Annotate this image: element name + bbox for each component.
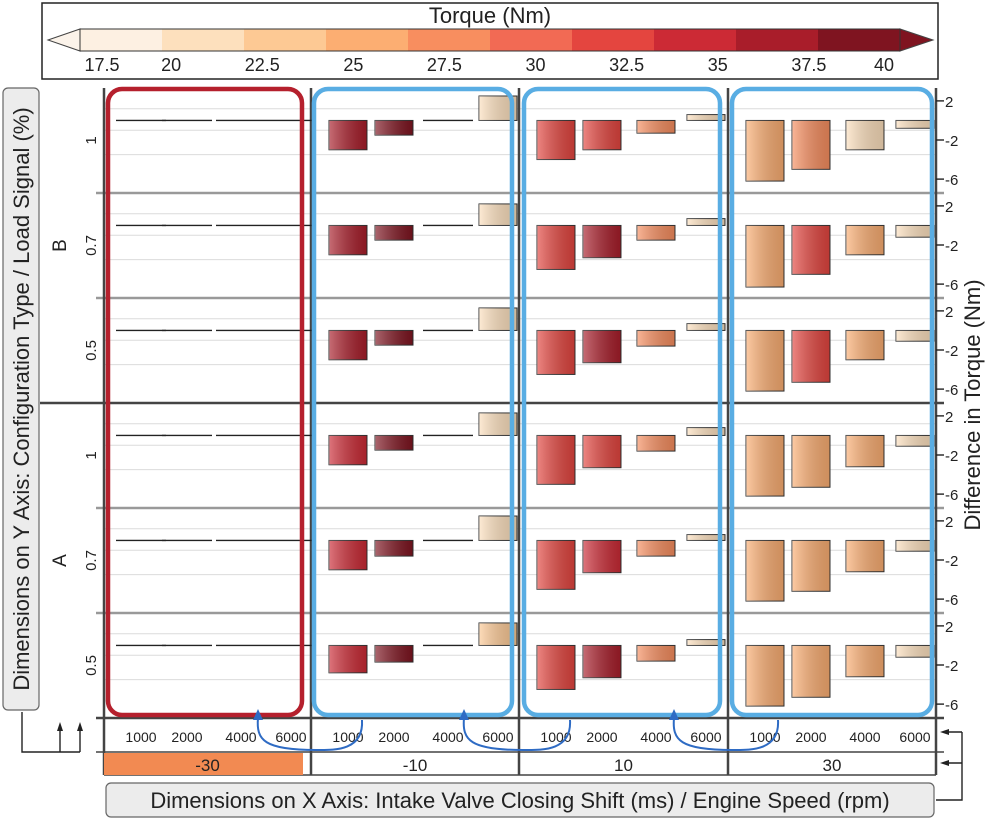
speed-tick-label: 4000 [849, 729, 880, 745]
config-label: B [50, 239, 71, 252]
right-axis-tick-label: -2 [945, 133, 958, 150]
group-frame [105, 86, 305, 718]
right-axis-tick-label: -2 [945, 553, 958, 570]
legend-bin [326, 29, 409, 51]
legend-tick-label: 37.5 [791, 55, 826, 75]
speed-tick-label: 4000 [225, 729, 256, 745]
speed-tick-label: 6000 [899, 729, 930, 745]
transition-arrow [672, 717, 780, 752]
transition-arrows [253, 709, 780, 752]
right-axis-tick-label: -6 [945, 382, 958, 399]
right-axis-tick-label: -2 [945, 238, 958, 255]
legend-bin [80, 29, 163, 51]
ivc-shift-label: 30 [823, 756, 842, 775]
x-axis-label: Dimensions on X Axis: Intake Valve Closi… [150, 788, 889, 813]
right-axis: 2 -2 -6 2 -2 -6 2 -2 -6 2 -2 -6 2 -2 -6 2 -2 -6 [936, 94, 958, 714]
highlight-shift-cell [104, 753, 303, 775]
y-axis-label: Dimensions on Y Axis: Configuration Type… [9, 107, 34, 690]
speed-tick-label: 4000 [432, 729, 463, 745]
legend: Torque (Nm) 17.5 20 22.5 25 27.5 30 32.5 35 37.5… [41, 2, 939, 80]
legend-bin [408, 29, 491, 51]
legend-tick-label: 20 [161, 55, 181, 75]
right-axis-tick-label: 2 [945, 619, 953, 636]
bar-marks [116, 95, 935, 707]
right-axis-tick-label: -6 [945, 487, 958, 504]
load-label: 1 [83, 136, 100, 144]
group-highlight-frames [105, 86, 935, 718]
right-axis-tick-label: -2 [945, 658, 958, 675]
legend-tick-label: 35 [708, 55, 728, 75]
row-labels: B 1 0.7 0.5 A 1 0.7 0.5 [50, 136, 100, 676]
legend-tick-label: 40 [874, 55, 894, 75]
right-axis-tick-label: -6 [945, 592, 958, 609]
group-frame [521, 86, 723, 718]
right-axis-tick-label: 2 [945, 199, 953, 216]
x-axis-label-group: Dimensions on X Axis: Intake Valve Closi… [105, 782, 935, 818]
legend-bin [736, 29, 819, 51]
load-label: 0.5 [83, 655, 100, 676]
y-axis-label-box [2, 87, 40, 711]
load-label: 0.5 [83, 340, 100, 361]
load-label: 1 [83, 451, 100, 459]
right-axis-tick-label: -2 [945, 448, 958, 465]
legend-bin [490, 29, 573, 51]
speed-tick-label: 1000 [125, 729, 156, 745]
transition-arrow [256, 717, 364, 752]
right-axis-tick-label: -6 [945, 697, 958, 714]
legend-bin [162, 29, 245, 51]
ivc-shift-label: -30 [195, 756, 220, 775]
legend-bin [244, 29, 327, 51]
load-label: 0.7 [83, 235, 100, 256]
speed-tick-label: 6000 [275, 729, 306, 745]
speed-tick-label: 2000 [171, 729, 202, 745]
right-axis-tick-label: -2 [945, 343, 958, 360]
speed-tick-label: 2000 [378, 729, 409, 745]
y-axis-label-group: Dimensions on Y Axis: Configuration Type… [2, 87, 40, 711]
ivc-shift-label: -10 [403, 756, 428, 775]
legend-tick-label: 25 [343, 55, 363, 75]
speed-tick-label: 2000 [586, 729, 617, 745]
panel-grid [40, 88, 944, 776]
axis-connector-lines [21, 712, 963, 801]
group-frame [311, 86, 515, 718]
legend-bin [572, 29, 655, 51]
right-axis-tick-label: 2 [945, 94, 953, 111]
x-axis-label-box [105, 782, 935, 818]
speed-tick-label: 6000 [482, 729, 513, 745]
right-axis-tick-label: 2 [945, 409, 953, 426]
speed-tick-label: 2000 [795, 729, 826, 745]
legend-tick-labels: 17.5 20 22.5 25 27.5 30 32.5 35 37.5 40 [84, 55, 894, 75]
speed-tick-label: 6000 [690, 729, 721, 745]
group-frame [729, 86, 935, 718]
legend-title: Torque (Nm) [429, 3, 551, 28]
legend-tick-label: 30 [526, 55, 546, 75]
right-axis-tick-label: 2 [945, 304, 953, 321]
transition-arrow [462, 717, 572, 752]
legend-tick-label: 22.5 [245, 55, 280, 75]
legend-tick-label: 17.5 [84, 55, 119, 75]
legend-color-bins [79, 28, 901, 52]
legend-bin [818, 29, 901, 51]
legend-bin [654, 29, 737, 51]
legend-tick-label: 32.5 [609, 55, 644, 75]
ivc-shift-label: 10 [614, 756, 633, 775]
right-axis-tick-label: -6 [945, 277, 958, 294]
right-axis-label: Difference in Torque (Nm) [960, 279, 985, 530]
config-label: A [50, 554, 71, 567]
legend-tick-label: 27.5 [427, 55, 462, 75]
right-axis-tick-label: 2 [945, 514, 953, 531]
speed-tick-label: 4000 [640, 729, 671, 745]
load-label: 0.7 [83, 550, 100, 571]
right-axis-tick-label: -6 [945, 172, 958, 189]
